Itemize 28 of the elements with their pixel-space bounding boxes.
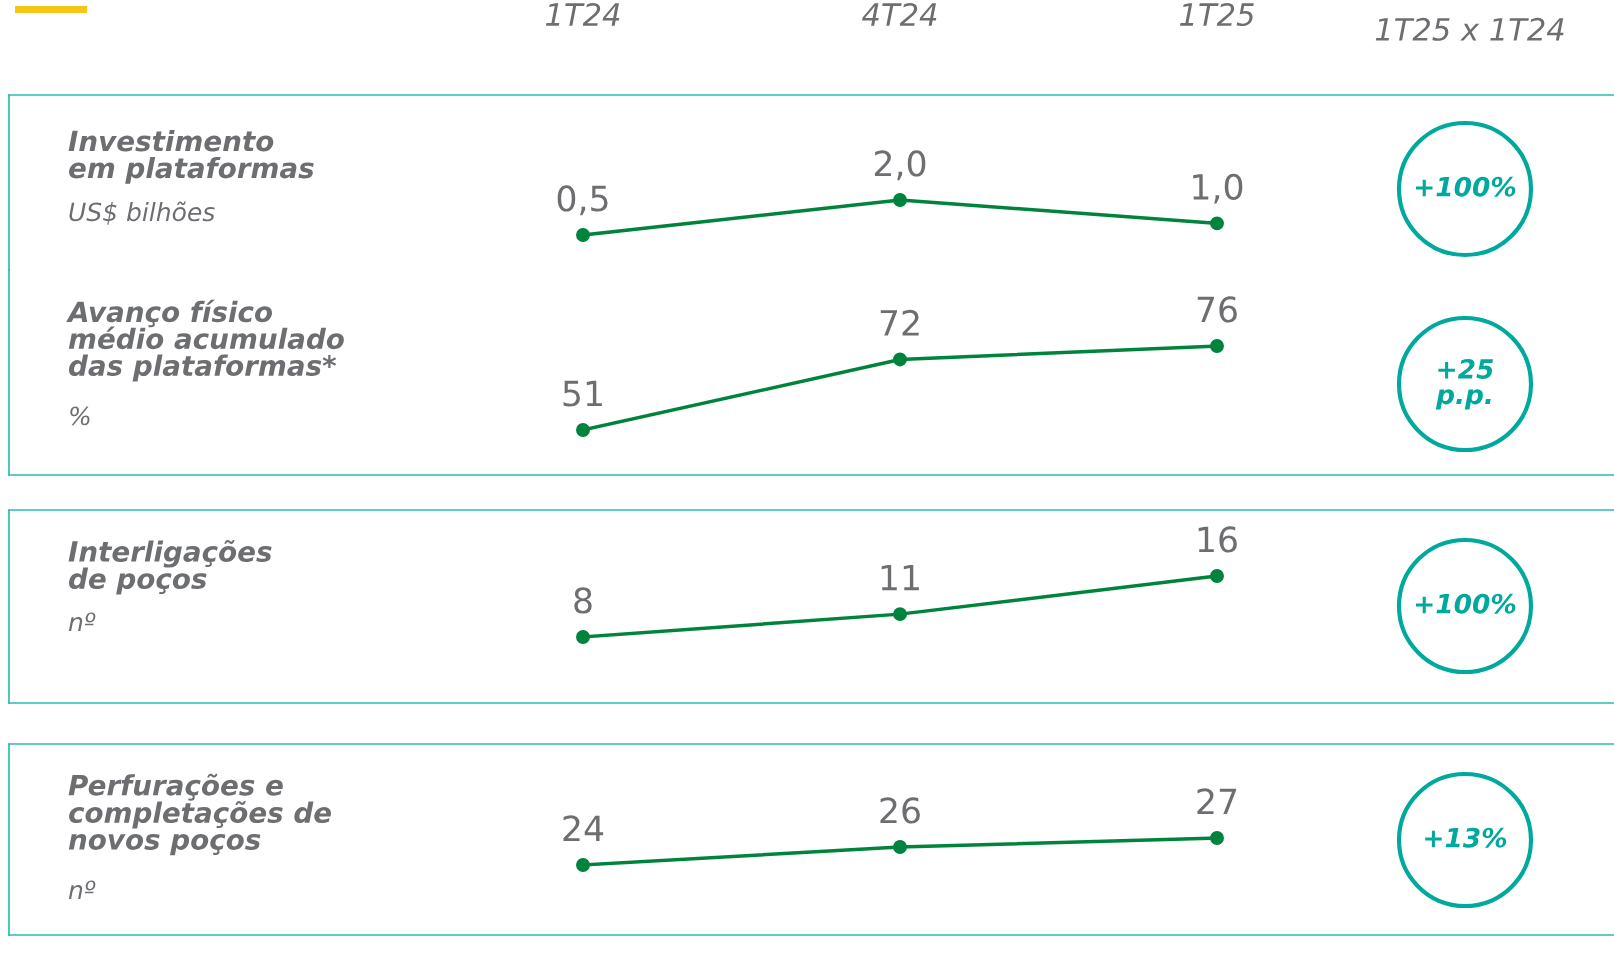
data-label: 16: [1198, 526, 1237, 553]
y-axis-title: nº: [68, 612, 96, 631]
y-axis-title: nº: [68, 880, 96, 899]
text: +13%: [1425, 827, 1507, 848]
y-axis-title: %: [70, 406, 90, 426]
data-label: 11: [881, 564, 919, 591]
text: 1T25 x 1T24: [1375, 17, 1564, 41]
data-label: 27: [1197, 788, 1237, 815]
x-tick-label: 1T25: [1180, 2, 1254, 27]
text: +25 p.p.: [1435, 358, 1494, 410]
data-label: 26: [880, 797, 920, 824]
text: Interligações de poços: [68, 540, 272, 595]
data-label: 2,0: [874, 150, 926, 181]
data-label: 24: [563, 815, 604, 842]
data-label: 76: [1197, 296, 1237, 323]
data-label: 72: [880, 309, 919, 336]
data-label: 0,5: [557, 185, 608, 216]
text: +100%: [1415, 593, 1516, 614]
y-axis-title: US$ bilhões: [69, 201, 215, 225]
text: Perfurações e completações de novos poços: [68, 773, 332, 856]
x-tick-label: 4T24: [862, 2, 937, 26]
text: Investimento em plataformas: [68, 130, 314, 184]
x-tick-label: 1T24: [546, 2, 620, 26]
chart-title: Avanço físico médio acumulado das plataformas*: [66, 299, 344, 382]
data-label: 8: [574, 587, 592, 614]
text: +100%: [1415, 176, 1516, 197]
data-label: 1,0: [1193, 173, 1243, 204]
data-label: 51: [563, 380, 602, 407]
